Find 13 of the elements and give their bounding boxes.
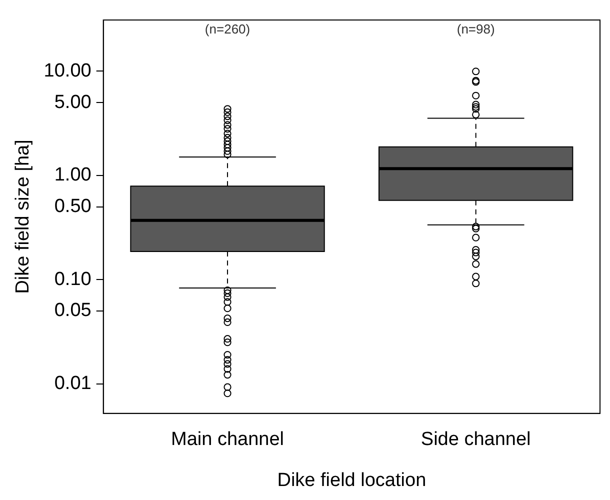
x-tick-label: Side channel xyxy=(420,429,531,450)
x-tick-label: Main channel xyxy=(170,429,284,450)
annotation: (n=98) xyxy=(456,22,495,37)
y-tick-label: 1.00 xyxy=(54,164,92,186)
y-tick-label: 0.50 xyxy=(54,196,92,218)
x-axis-title: Dike field location xyxy=(277,470,426,491)
y-axis-title: Dike field size [ha] xyxy=(12,140,34,294)
y-tick-label: 0.10 xyxy=(54,268,92,290)
y-tick-label: 5.00 xyxy=(54,92,92,113)
y-tick-label: 0.01 xyxy=(54,373,92,394)
annotation: (n=260) xyxy=(204,22,250,37)
y-tick-label: 10.00 xyxy=(44,60,92,82)
y-tick-label: 0.05 xyxy=(54,300,92,322)
